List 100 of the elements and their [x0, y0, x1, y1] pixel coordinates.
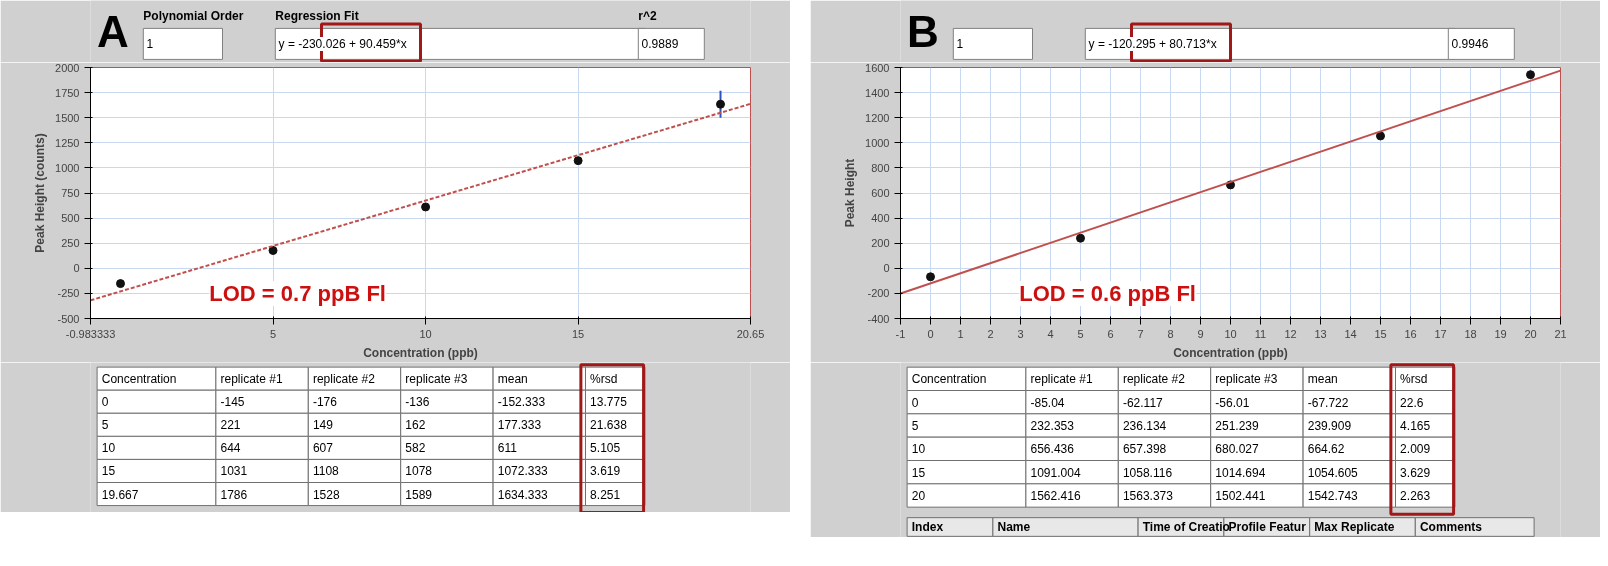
- point: [1526, 70, 1535, 80]
- text: replicate #3: [405, 371, 468, 386]
- text: y = -120.295 + 80.713*x: [1088, 36, 1217, 51]
- y-axis-title: Peak Height: [843, 158, 858, 228]
- text: 607: [312, 441, 334, 456]
- text: -136: [405, 395, 430, 410]
- text: 2.263: [1400, 489, 1431, 503]
- x-tick-label: -0.983333: [65, 327, 116, 340]
- y-tick-label: 1250: [55, 136, 80, 149]
- text: replicate #2: [312, 371, 376, 386]
- point: [716, 99, 726, 109]
- chart-title: B: [907, 7, 939, 56]
- text: 19.667: [101, 487, 139, 502]
- text: 611: [497, 441, 518, 456]
- text: Time of Creatio: [1142, 520, 1230, 534]
- annotation: LOD = 0.7 ppB Fl: [209, 280, 386, 306]
- y-tick-label: -200: [867, 287, 890, 300]
- text: 1072.333: [497, 464, 549, 479]
- text: 3.629: [1400, 465, 1431, 480]
- text: 582: [405, 441, 426, 456]
- text: Comments: [1419, 520, 1483, 534]
- text: mean: [1307, 371, 1338, 386]
- y-tick-label: 500: [61, 212, 80, 225]
- text: -85.04: [1030, 395, 1065, 410]
- text: 239.909: [1307, 419, 1352, 433]
- text: 3.619: [590, 464, 621, 479]
- text: 21.638: [590, 418, 628, 433]
- text: replicate #2: [1122, 371, 1186, 386]
- y-tick-label: -400: [867, 312, 890, 325]
- text: 0: [101, 395, 109, 410]
- text: Concentration: [911, 371, 987, 386]
- x-tick-label: 15: [572, 327, 585, 340]
- y-tick-label: -500: [57, 312, 80, 325]
- text: -152.333: [497, 395, 546, 410]
- text: 5.105: [590, 441, 621, 456]
- text: 5: [101, 418, 109, 433]
- y-tick-label: -250: [57, 287, 80, 300]
- text: 1786: [220, 487, 248, 502]
- x-tick-label: 18: [1464, 327, 1477, 340]
- text: 1562.416: [1030, 489, 1081, 503]
- x-tick-label: 4: [1047, 327, 1054, 340]
- text: 22.6: [1400, 395, 1424, 410]
- x-tick-label: 11: [1254, 327, 1267, 340]
- x-tick-label: 8: [1167, 327, 1174, 340]
- text: 680.027: [1215, 442, 1260, 457]
- x-tick-label: 10: [1224, 327, 1237, 340]
- text: 149: [312, 418, 334, 433]
- y-tick-label: 1600: [865, 61, 890, 74]
- x-tick-label: 19: [1494, 327, 1507, 340]
- text: 1078: [405, 464, 433, 479]
- text: 20: [911, 489, 926, 503]
- text: 236.134: [1122, 419, 1167, 433]
- x-tick-label: 9: [1197, 327, 1204, 340]
- y-tick-label: 2000: [55, 61, 80, 74]
- text: Max Replicate: [1314, 520, 1395, 534]
- text: Index: [911, 520, 944, 534]
- text: replicate #1: [1030, 371, 1093, 386]
- text: Profile Featur: [1228, 520, 1307, 534]
- text: 1: [956, 37, 964, 52]
- text: 221: [220, 418, 241, 433]
- x-tick-label: -1: [895, 327, 906, 340]
- text: 232.353: [1030, 419, 1075, 433]
- x-tick-label: 12: [1284, 327, 1297, 340]
- text: 15: [911, 465, 926, 480]
- x-tick-label: 20.65: [736, 327, 765, 340]
- text: -67.722: [1307, 395, 1349, 410]
- x-tick-label: 0: [927, 327, 934, 340]
- x-tick-label: 6: [1107, 327, 1114, 340]
- text: replicate #3: [1215, 371, 1278, 386]
- text: Polynomial Order: [143, 9, 244, 24]
- y-tick-label: 1750: [55, 86, 80, 99]
- x-axis-title: Concentration (ppb): [363, 345, 478, 360]
- text: 644: [220, 441, 241, 456]
- x-tick-label: 2: [987, 327, 994, 340]
- text: 251.239: [1215, 419, 1260, 433]
- chart-title: A: [97, 7, 129, 56]
- text: 1031: [220, 464, 248, 479]
- text: replicate #1: [220, 371, 283, 386]
- text: -176: [312, 395, 338, 410]
- x-tick-label: 20: [1524, 327, 1537, 340]
- text: 1108: [312, 464, 340, 479]
- point: [573, 156, 583, 166]
- text: -145: [220, 395, 245, 410]
- x-tick-label: 7: [1137, 327, 1144, 340]
- text: 0.9889: [641, 37, 679, 52]
- x-tick-label: 17: [1434, 327, 1447, 340]
- text: Regression Fit: [275, 9, 359, 24]
- point: [926, 272, 935, 282]
- x-axis-title: Concentration (ppb): [1173, 345, 1288, 360]
- text: Concentration: [101, 371, 177, 386]
- y-tick-label: 1500: [55, 111, 80, 124]
- text: r^2: [638, 9, 657, 24]
- text: 1634.333: [497, 487, 549, 502]
- text: 10: [101, 441, 116, 456]
- text: 13.775: [590, 395, 628, 410]
- y-axis-title: Peak Height (counts): [33, 133, 48, 253]
- y-tick-label: 600: [871, 187, 890, 199]
- text: 0: [911, 395, 919, 410]
- text: mean: [497, 371, 528, 386]
- text: 1: [146, 37, 154, 52]
